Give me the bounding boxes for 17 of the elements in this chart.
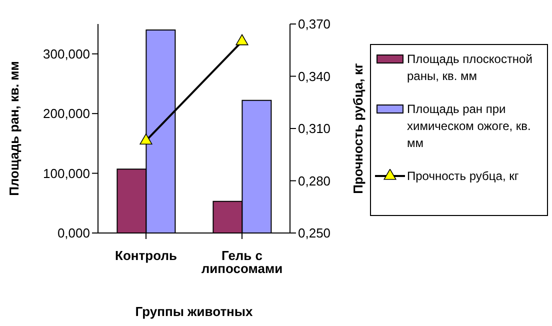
legend-label: Площадь ран при химическом ожоге, кв. мм — [407, 101, 532, 152]
x-tick-label: Гель с липосомами — [201, 248, 283, 276]
y2-tick-label: 0,340 — [298, 68, 331, 84]
y2-tick-label: 0,280 — [298, 173, 331, 188]
y-axis-title: Площадь ран, кв. мм — [6, 61, 22, 196]
y-tick-label: 200,000 — [43, 106, 90, 122]
x-tick-label: Контроль — [115, 248, 177, 264]
legend-label: Прочность рубца, кг — [407, 168, 519, 185]
y-tick-label: 0,000 — [57, 226, 90, 241]
y2-tick-label: 0,370 — [298, 16, 331, 32]
legend-label: Площадь плоскостной раны, кв. мм — [407, 51, 534, 85]
y-tick-label: 300,000 — [43, 46, 90, 62]
y2-tick-label: 0,310 — [298, 121, 331, 136]
y2-axis-title: Прочность рубца, кг — [350, 62, 366, 194]
y-tick-label: 100,000 — [43, 166, 90, 181]
y2-tick-label: 0,250 — [298, 226, 331, 241]
x-axis-title: Группы животных — [135, 304, 254, 319]
